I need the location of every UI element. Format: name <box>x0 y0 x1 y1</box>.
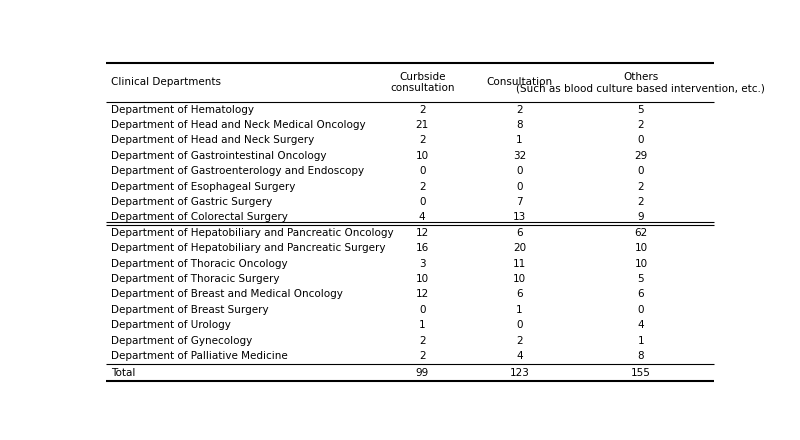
Text: 3: 3 <box>419 259 426 269</box>
Text: 32: 32 <box>513 151 526 161</box>
Text: 2: 2 <box>638 182 644 192</box>
Text: Department of Hematology: Department of Hematology <box>111 105 254 115</box>
Text: 0: 0 <box>638 305 644 315</box>
Text: Consultation: Consultation <box>486 77 553 88</box>
Text: 2: 2 <box>516 336 522 346</box>
Text: 7: 7 <box>516 197 522 207</box>
Text: 10: 10 <box>415 151 429 161</box>
Text: 10: 10 <box>415 274 429 284</box>
Text: 155: 155 <box>631 368 651 378</box>
Text: 20: 20 <box>513 243 526 253</box>
Text: Department of Breast and Medical Oncology: Department of Breast and Medical Oncolog… <box>111 290 343 300</box>
Text: Department of Esophageal Surgery: Department of Esophageal Surgery <box>111 182 295 192</box>
Text: 12: 12 <box>415 290 429 300</box>
Text: Department of Gynecology: Department of Gynecology <box>111 336 253 346</box>
Text: 8: 8 <box>516 120 522 130</box>
Text: 0: 0 <box>419 305 426 315</box>
Text: 2: 2 <box>419 336 426 346</box>
Text: 62: 62 <box>634 228 647 238</box>
Text: Department of Gastroenterology and Endoscopy: Department of Gastroenterology and Endos… <box>111 166 364 176</box>
Text: 8: 8 <box>638 351 644 361</box>
Text: 6: 6 <box>516 228 522 238</box>
Text: 12: 12 <box>415 228 429 238</box>
Text: Department of Thoracic Oncology: Department of Thoracic Oncology <box>111 259 288 269</box>
Text: 0: 0 <box>419 197 426 207</box>
Text: 99: 99 <box>415 368 429 378</box>
Text: Department of Gastric Surgery: Department of Gastric Surgery <box>111 197 273 207</box>
Text: 29: 29 <box>634 151 647 161</box>
Text: Department of Head and Neck Medical Oncology: Department of Head and Neck Medical Onco… <box>111 120 366 130</box>
Text: Others
(Such as blood culture based intervention, etc.): Others (Such as blood culture based inte… <box>517 72 766 93</box>
Text: 0: 0 <box>516 182 522 192</box>
Text: Department of Thoracic Surgery: Department of Thoracic Surgery <box>111 274 280 284</box>
Text: 10: 10 <box>634 243 647 253</box>
Text: Department of Gastrointestinal Oncology: Department of Gastrointestinal Oncology <box>111 151 326 161</box>
Text: 2: 2 <box>638 120 644 130</box>
Text: 1: 1 <box>638 336 644 346</box>
Text: Curbside
consultation: Curbside consultation <box>390 72 454 93</box>
Text: 1: 1 <box>419 320 426 330</box>
Text: 2: 2 <box>516 105 522 115</box>
Text: 0: 0 <box>638 136 644 146</box>
Text: 5: 5 <box>638 105 644 115</box>
Text: Department of Palliative Medicine: Department of Palliative Medicine <box>111 351 288 361</box>
Text: 1: 1 <box>516 305 522 315</box>
Text: Department of Breast Surgery: Department of Breast Surgery <box>111 305 269 315</box>
Text: 9: 9 <box>638 213 644 223</box>
Text: 10: 10 <box>513 274 526 284</box>
Text: 13: 13 <box>513 213 526 223</box>
Text: 2: 2 <box>419 105 426 115</box>
Text: 0: 0 <box>516 320 522 330</box>
Text: 0: 0 <box>638 166 644 176</box>
Text: Total: Total <box>111 368 135 378</box>
Text: Department of Head and Neck Surgery: Department of Head and Neck Surgery <box>111 136 314 146</box>
Text: 6: 6 <box>516 290 522 300</box>
Text: 0: 0 <box>419 166 426 176</box>
Text: Clinical Departments: Clinical Departments <box>111 77 221 88</box>
Text: 5: 5 <box>638 274 644 284</box>
Text: 16: 16 <box>415 243 429 253</box>
Text: Department of Urology: Department of Urology <box>111 320 231 330</box>
Text: 0: 0 <box>516 166 522 176</box>
Text: 2: 2 <box>419 182 426 192</box>
Text: 2: 2 <box>419 136 426 146</box>
Text: Department of Hepatobiliary and Pancreatic Oncology: Department of Hepatobiliary and Pancreat… <box>111 228 394 238</box>
Text: 21: 21 <box>415 120 429 130</box>
Text: 2: 2 <box>638 197 644 207</box>
Text: 10: 10 <box>634 259 647 269</box>
Text: 1: 1 <box>516 136 522 146</box>
Text: Department of Colorectal Surgery: Department of Colorectal Surgery <box>111 213 288 223</box>
Text: 123: 123 <box>510 368 530 378</box>
Text: 4: 4 <box>419 213 426 223</box>
Text: 6: 6 <box>638 290 644 300</box>
Text: Department of Hepatobiliary and Pancreatic Surgery: Department of Hepatobiliary and Pancreat… <box>111 243 386 253</box>
Text: 4: 4 <box>638 320 644 330</box>
Text: 11: 11 <box>513 259 526 269</box>
Text: 2: 2 <box>419 351 426 361</box>
Text: 4: 4 <box>516 351 522 361</box>
